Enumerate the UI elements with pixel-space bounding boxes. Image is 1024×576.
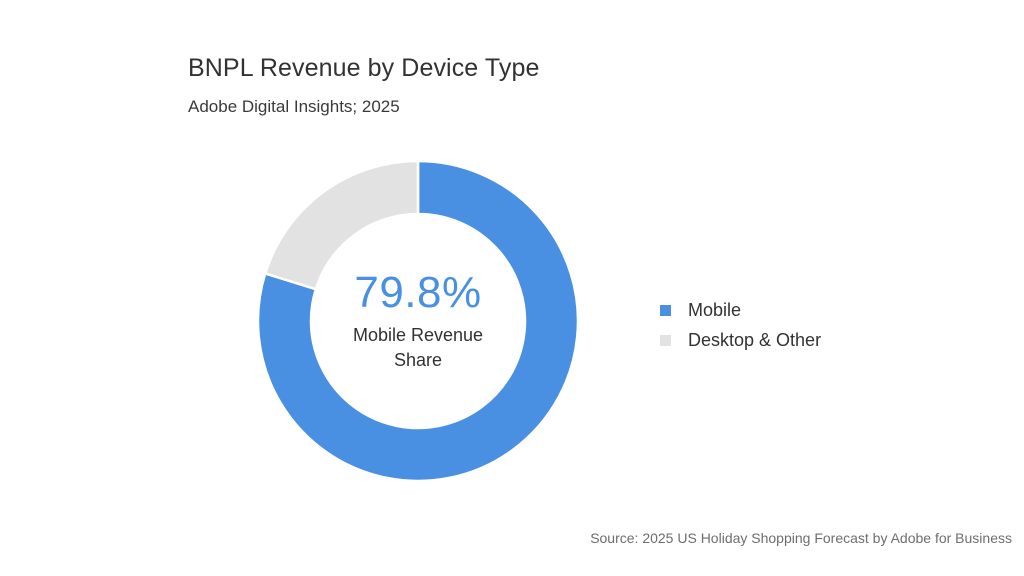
legend-label-desktop-other: Desktop & Other [688,329,822,350]
chart-title: BNPL Revenue by Device Type [188,54,540,82]
legend: Mobile Desktop & Other [660,299,821,359]
legend-swatch-mobile [660,304,671,316]
source-note: Source: 2025 US Holiday Shopping Forecas… [590,530,1012,546]
donut-chart [256,159,580,483]
donut-chart-container [253,156,583,486]
legend-swatch-desktop-other [660,334,671,346]
legend-item-desktop-other: Desktop & Other [660,329,821,351]
legend-label-mobile: Mobile [688,299,742,320]
chart-header: BNPL Revenue by Device Type Adobe Digita… [188,54,540,117]
legend-item-mobile: Mobile [660,299,821,321]
chart-subtitle: Adobe Digital Insights; 2025 [188,97,400,116]
donut-segment-desktop-other [263,159,420,291]
donut-segment-mobile [256,159,580,483]
